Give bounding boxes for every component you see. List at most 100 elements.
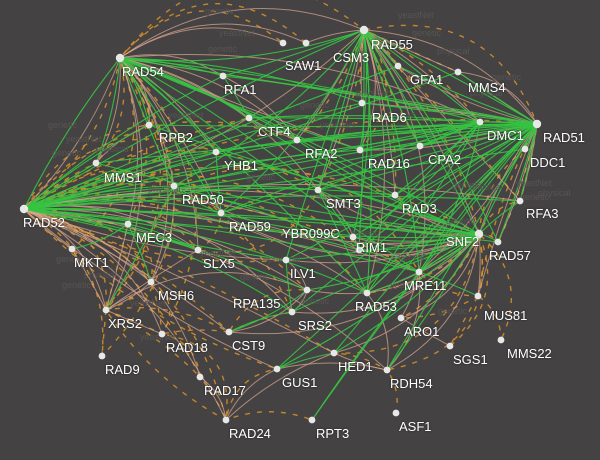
edge-type-watermark: genetic <box>56 254 86 264</box>
graph-node-cst9[interactable] <box>225 328 233 336</box>
edge-yeastNet <box>363 29 481 123</box>
edge-genetic <box>119 0 365 59</box>
graph-node-rfa3[interactable] <box>516 197 524 205</box>
graph-node-saw1[interactable] <box>279 39 287 47</box>
graph-node-rad24[interactable] <box>222 416 230 424</box>
graph-node-rad54[interactable] <box>115 53 125 63</box>
graph-node-rad17[interactable] <box>196 373 204 381</box>
edge-type-watermark: genetic <box>446 216 476 226</box>
edge-physical <box>419 123 538 147</box>
graph-node-sgs1[interactable] <box>446 342 454 350</box>
edge-physical <box>23 208 199 251</box>
edge-type-watermark: yeastNet <box>200 248 236 258</box>
graph-node-rad53[interactable] <box>363 289 371 297</box>
edge-physical <box>215 151 480 235</box>
edge-genetic <box>225 411 313 421</box>
edge-type-watermark: genetic <box>246 172 276 182</box>
edge-yeastNet <box>220 212 480 256</box>
edge-physical <box>220 121 481 214</box>
graph-node-ybr099c[interactable] <box>349 233 357 241</box>
edge-genetic <box>386 369 398 414</box>
graph-node-aro1[interactable] <box>397 314 405 322</box>
graph-node-asf1[interactable] <box>392 409 400 417</box>
edge-physical <box>359 121 481 151</box>
graph-node-mus81[interactable] <box>474 292 482 300</box>
graph-node-gus1[interactable] <box>273 365 281 373</box>
graph-node-ctf4[interactable] <box>245 114 253 122</box>
graph-node-rpa135[interactable] <box>303 286 311 294</box>
edge-type-watermark: yeastNet <box>390 280 426 290</box>
graph-node-mre11[interactable] <box>415 268 423 276</box>
graph-node-rad9[interactable] <box>98 352 106 360</box>
graph-node-dmc1[interactable] <box>476 118 484 126</box>
edge-physical <box>291 233 480 313</box>
graph-node-snf2[interactable] <box>474 229 484 239</box>
graph-node-mms1[interactable] <box>92 159 100 167</box>
edge-physical <box>317 189 360 251</box>
graph-node-rad55[interactable] <box>359 25 369 35</box>
graph-node-slx5[interactable] <box>194 246 202 254</box>
edge-type-watermark: physical <box>437 46 470 56</box>
edge-yeastNet <box>363 29 386 294</box>
edge-type-watermark: genetic <box>438 306 468 316</box>
graph-node-rfa2[interactable] <box>293 136 301 144</box>
graph-node-yhb1[interactable] <box>212 148 220 156</box>
graph-node-rad16[interactable] <box>356 146 364 154</box>
graph-node-mms22[interactable] <box>497 336 505 344</box>
edge-genetic <box>105 185 175 311</box>
graph-node-gfa1[interactable] <box>394 62 402 70</box>
edge-yeastNet <box>23 208 163 335</box>
edge-physical <box>148 123 538 128</box>
graph-node-rfa1[interactable] <box>219 72 227 80</box>
edge-physical <box>173 121 481 187</box>
graph-node-rdh54[interactable] <box>383 366 391 374</box>
graph-node-xrs2[interactable] <box>102 306 110 314</box>
graph-node-mms4[interactable] <box>454 68 462 76</box>
edge-genetic <box>119 3 307 59</box>
edge-physical <box>317 29 365 191</box>
graph-node-rim1[interactable] <box>355 246 363 254</box>
edge-layer-physical <box>23 29 538 421</box>
graph-node-smt3[interactable] <box>314 186 322 194</box>
graph-node-rpt3[interactable] <box>308 416 316 424</box>
edge-type-watermark: genetic <box>62 280 92 290</box>
graph-node-hed1[interactable] <box>330 349 338 357</box>
edge-genetic <box>71 57 135 250</box>
graph-node-rad51[interactable] <box>532 119 542 129</box>
edge-yeastNet <box>23 208 227 421</box>
graph-node-srs2[interactable] <box>288 308 296 316</box>
graph-node-rad59[interactable] <box>217 209 225 217</box>
edge-genetic <box>333 233 480 354</box>
graph-node-rad18[interactable] <box>158 330 166 338</box>
node-layer[interactable] <box>19 25 542 424</box>
edge-physical <box>386 233 480 371</box>
graph-node-ddc1[interactable] <box>521 145 529 153</box>
graph-node-rad3[interactable] <box>391 191 399 199</box>
graph-node-mec3[interactable] <box>124 220 132 228</box>
edge-genetic <box>23 150 319 210</box>
graph-node-rpb2[interactable] <box>145 121 153 129</box>
edge-physical <box>95 57 121 164</box>
edge-physical <box>23 149 361 210</box>
graph-node-mkt1[interactable] <box>68 245 76 253</box>
edge-physical <box>228 311 293 333</box>
graph-node-rad6[interactable] <box>358 99 366 107</box>
edge-physical <box>71 223 129 250</box>
edge-physical <box>317 123 538 191</box>
graph-node-ilv1[interactable] <box>282 256 290 264</box>
graph-node-cpa2[interactable] <box>416 142 424 150</box>
edge-physical <box>23 124 150 210</box>
graph-node-rad50[interactable] <box>170 182 178 190</box>
edge-genetic <box>23 198 308 291</box>
graph-node-rad52[interactable] <box>19 204 29 214</box>
graph-node-msh6[interactable] <box>147 278 155 286</box>
edge-physical <box>173 123 538 187</box>
edge-yeastNet <box>222 75 298 141</box>
edge-physical <box>23 65 399 210</box>
edge-type-watermark: physical <box>470 88 503 98</box>
edge-physical <box>119 57 361 151</box>
graph-node-csm3[interactable] <box>302 39 310 47</box>
edge-genetic <box>477 295 502 341</box>
graph-node-rad57[interactable] <box>494 238 502 246</box>
